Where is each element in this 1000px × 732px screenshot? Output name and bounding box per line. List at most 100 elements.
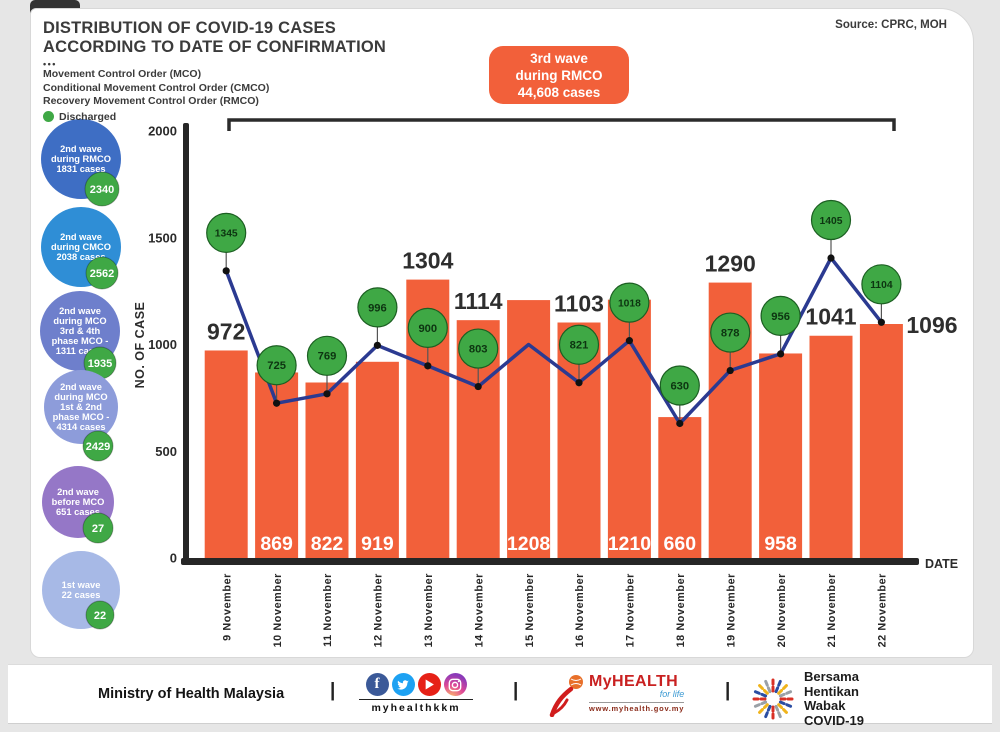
discharged-marker [710, 312, 751, 353]
x-tick-label: 14 November [473, 573, 485, 648]
starburst-ray [774, 704, 783, 720]
wave-discharged-value: 1935 [88, 358, 112, 370]
x-tick-label: 12 November [373, 573, 385, 648]
starburst-icon [750, 676, 796, 722]
social-handle: myhealthkkm [359, 699, 473, 714]
bar-value-label: 869 [260, 533, 293, 555]
myhealth-name: MyHEALTH [589, 673, 679, 690]
line-vertex-dot [575, 379, 583, 387]
bar-18-november [658, 417, 702, 558]
y-tick-label: 500 [155, 444, 177, 459]
starburst-ray [752, 689, 768, 698]
title-line-2: ACCORDING TO DATE OF CONFIRMATION [43, 38, 386, 56]
discharged-marker [609, 282, 650, 323]
legend-mco: Movement Control Order (MCO) [43, 68, 202, 80]
bar-value-label: 1041 [805, 304, 856, 330]
discharged-value-label: 630 [670, 380, 689, 392]
line-vertex-dot [222, 267, 230, 275]
y-tick-label: 1500 [148, 230, 177, 245]
discharged-label: Discharged [59, 110, 117, 123]
starburst-ray [756, 682, 769, 695]
bar-value-label: 972 [207, 318, 245, 344]
myhealth-logo: MyHEALTH for life www.myhealth.gov.my [545, 673, 685, 717]
bar-value-label: 1103 [554, 291, 604, 317]
x-tick-label: 9 November [221, 573, 233, 641]
callout-line-2: during RMCO [515, 67, 603, 83]
starburst-ray [778, 689, 794, 698]
wave-discharged-bubble [82, 512, 114, 544]
wave-discharged-bubble [82, 430, 114, 462]
starburst-ray [777, 682, 790, 695]
bar-value-label: 1304 [402, 248, 453, 274]
legend-rmco: Recovery Movement Control Order (RMCO) [43, 95, 259, 107]
line-vertex-dot [273, 399, 281, 407]
discharged-marker [256, 345, 297, 386]
callout-line-1: 3rd wave [530, 50, 588, 66]
x-tick-label: 21 November [826, 573, 838, 648]
wave-discharged-bubble [85, 256, 119, 290]
bar-value-label: 919 [361, 533, 394, 555]
y-axis-label: NO. OF CASE [133, 302, 147, 389]
y-tick-label: 0 [170, 551, 177, 566]
discharged-line [224, 256, 883, 426]
page-title: DISTRIBUTION OF COVID-19 CASES ACCORDING… [43, 19, 386, 57]
legend-cmco: Conditional Movement Control Order (CMCO… [43, 81, 270, 94]
discharged-marker [407, 307, 448, 348]
line-vertex-dot [827, 254, 835, 262]
discharged-marker [861, 264, 902, 305]
line-vertex-dot [373, 341, 381, 349]
legend-discharged: Discharged [43, 111, 386, 123]
source-label: Source: CPRC, MOH [835, 19, 947, 31]
line-vertex-dot [777, 350, 785, 358]
discharged-value-label: 878 [721, 327, 740, 339]
discharged-dot-icon [43, 111, 54, 122]
wave-bubble-4 [44, 370, 118, 444]
footer-divider: | [725, 680, 731, 701]
discharged-value-label: 1405 [820, 216, 843, 227]
wave-discharged-value: 2562 [90, 268, 114, 280]
wave-discharged-bubble [85, 600, 115, 630]
twitter-icon [391, 673, 415, 696]
discharged-value-label: 725 [267, 360, 286, 372]
x-axis-line [181, 558, 919, 565]
discharged-marker [306, 335, 348, 376]
wave-discharged-bubble [84, 171, 120, 207]
bar-20-november [759, 353, 803, 558]
footer: Ministry of Health Malaysia | f myhealth… [8, 664, 992, 727]
discharged-value-label: 769 [318, 351, 337, 363]
line-vertex-dot [474, 382, 482, 391]
discharged-marker [206, 212, 247, 253]
discharged-value-label: 956 [771, 311, 790, 323]
bar-value-label: 660 [664, 533, 697, 555]
starburst-ray [756, 703, 769, 716]
bar-15-november [507, 300, 551, 558]
callout-line-3: 44,608 cases [517, 84, 601, 100]
x-tick-label: 18 November [675, 573, 687, 648]
y-tick-label: 1000 [148, 337, 177, 352]
discharged-value-label: 1345 [215, 229, 238, 240]
x-tick-label: 17 November [625, 573, 637, 648]
starburst-ray [778, 700, 794, 709]
wave-discharged-value: 22 [94, 610, 106, 622]
discharged-value-label: 821 [570, 340, 589, 352]
discharged-value-label: 900 [418, 323, 437, 335]
x-tick-label: 19 November [725, 573, 737, 648]
wave-bubble-label: 2nd wave before MCO 651 cases [52, 487, 105, 517]
social-block: f myhealthkkm [353, 673, 479, 714]
discharged-value-label: 996 [368, 302, 387, 314]
line-vertex-dot [726, 366, 734, 375]
wave-discharged-value: 2340 [90, 184, 114, 196]
facebook-icon: f [365, 673, 389, 696]
wave-bubble-label: 2nd wave during RMCO 1831 cases [51, 144, 111, 174]
x-tick-label: 11 November [322, 573, 334, 647]
campaign-text: Bersama Hentikan Wabak COVID-19 [804, 669, 864, 728]
bar-value-label: 1096 [906, 312, 957, 338]
wave-bubble-label: 2nd wave during MCO 3rd & 4th phase MCO -13… [52, 306, 109, 356]
x-tick-label: 22 November [877, 573, 889, 648]
starburst-ray [763, 704, 772, 720]
myhealth-tagline: for life [659, 689, 685, 699]
third-wave-callout: 3rd wave during RMCO 44,608 cases [489, 46, 629, 104]
header: DISTRIBUTION OF COVID-19 CASES ACCORDING… [43, 19, 386, 123]
myhealth-figure-icon [549, 675, 583, 717]
bar-22-november [859, 324, 903, 558]
